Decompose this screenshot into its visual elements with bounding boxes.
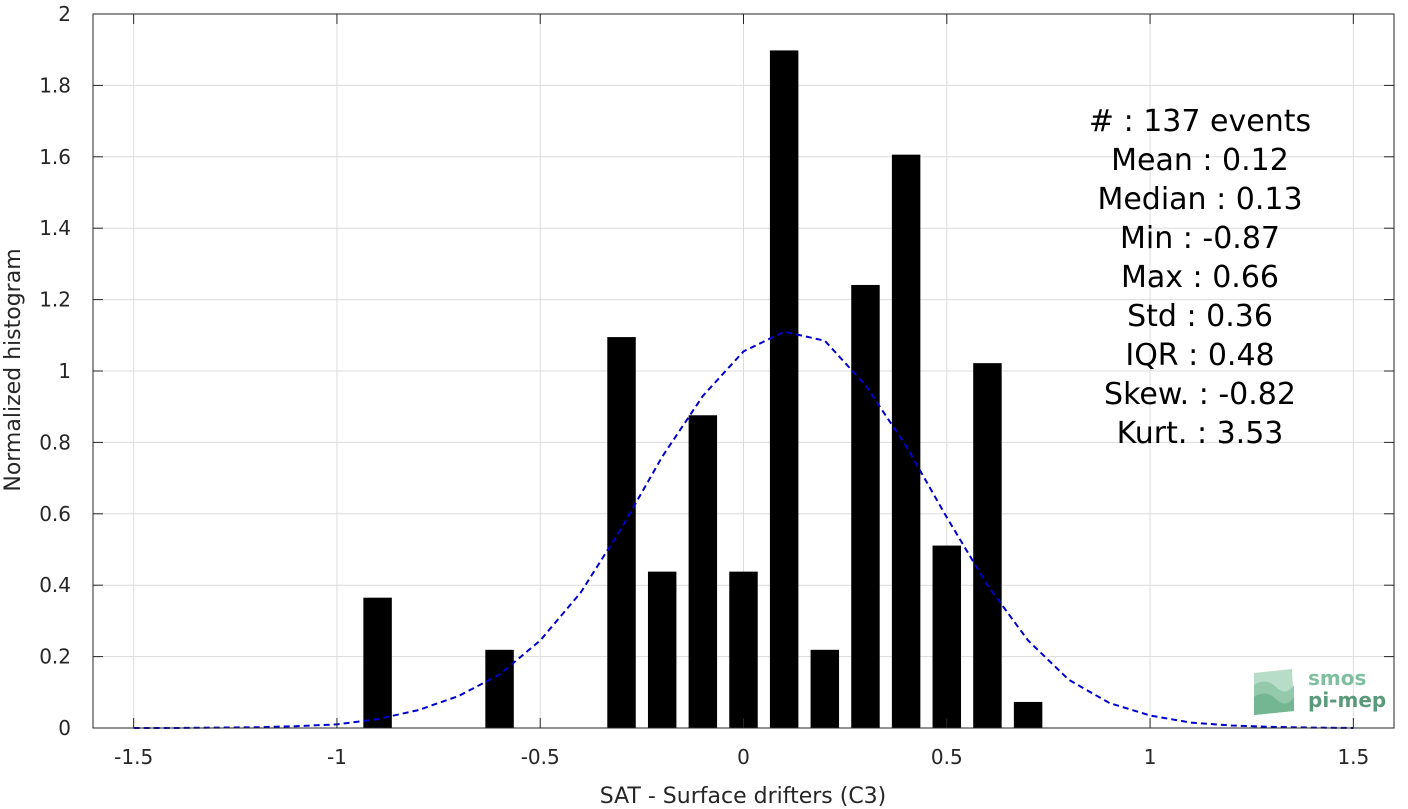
histogram-bar-6 (769, 50, 799, 728)
histogram-bar-8 (851, 284, 880, 728)
stat-line-6: IQR : 0.48 (1125, 338, 1274, 373)
stat-line-4: Max : 0.66 (1121, 260, 1279, 295)
y-tick-label-6: 1.2 (39, 288, 71, 312)
stat-line-2: Median : 0.13 (1097, 182, 1302, 217)
y-tick-label-7: 1.4 (39, 216, 71, 240)
stat-line-8: Kurt. : 3.53 (1117, 416, 1284, 451)
logo-line1: smos (1308, 666, 1366, 690)
smos-pi-mep-logo: smos pi-mep (1254, 666, 1386, 715)
y-tick-label-2: 0.4 (39, 573, 71, 597)
y-axis-label: Normalized histogram (1, 248, 26, 491)
histogram-bar-1 (485, 649, 514, 728)
histogram-bar-2 (607, 337, 636, 728)
statistics-box: # : 137 events Mean : 0.12 Median : 0.13 Mi… (1089, 104, 1311, 451)
stat-line-5: Std : 0.36 (1127, 299, 1273, 334)
x-axis-label: SAT - Surface drifters (C3) (600, 784, 887, 809)
y-tick-label-10: 2 (58, 2, 71, 26)
x-tick-label-4: 0.5 (931, 745, 963, 769)
histogram-bar-5 (729, 571, 758, 728)
wave-icon (1254, 669, 1294, 715)
histogram-bar-0 (363, 597, 392, 728)
logo-line2: pi-mep (1308, 688, 1386, 712)
histogram-bar-12 (1013, 701, 1043, 728)
stat-line-7: Skew. : -0.82 (1104, 377, 1296, 412)
stat-line-0: # : 137 events (1089, 104, 1311, 139)
histogram-bar-4 (688, 415, 718, 728)
histogram-bars (363, 50, 1043, 728)
y-tick-label-5: 1 (58, 359, 71, 383)
histogram-bar-3 (647, 571, 677, 728)
x-tick-label-5: 1 (1144, 745, 1157, 769)
x-tick-label-0: -1.5 (114, 745, 153, 769)
y-tick-label-0: 0 (58, 716, 71, 740)
histogram-bar-11 (973, 363, 1002, 728)
stat-line-3: Min : -0.87 (1120, 221, 1280, 256)
stat-line-1: Mean : 0.12 (1111, 143, 1289, 178)
histogram-bar-10 (932, 545, 962, 728)
y-axis-ticks: 0 0.2 0.4 0.6 0.8 1 1.2 1.4 1.6 1.8 2 (39, 2, 1394, 740)
y-tick-label-3: 0.6 (39, 502, 71, 526)
x-tick-label-1: -1 (327, 745, 347, 769)
y-tick-label-4: 0.8 (39, 430, 71, 454)
x-axis-ticks: -1.5 -1 -0.5 0 0.5 1 1.5 (114, 14, 1369, 769)
x-tick-label-3: 0 (737, 745, 750, 769)
histogram-bar-7 (810, 649, 840, 728)
y-tick-label-9: 1.8 (39, 73, 71, 97)
histogram-bar-9 (891, 154, 921, 728)
y-tick-label-8: 1.6 (39, 145, 71, 169)
x-tick-label-6: 1.5 (1337, 745, 1369, 769)
x-tick-label-2: -0.5 (521, 745, 560, 769)
y-tick-label-1: 0.2 (39, 645, 71, 669)
